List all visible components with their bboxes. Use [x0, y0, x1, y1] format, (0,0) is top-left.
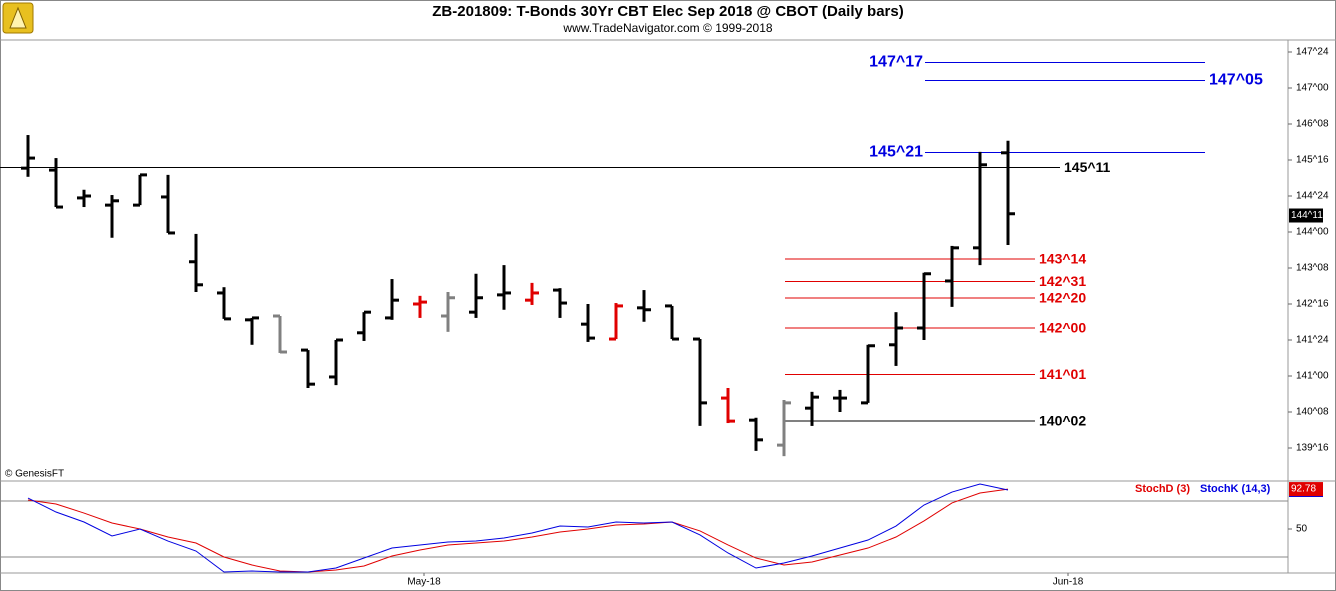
x-tick-label: May-18: [407, 577, 441, 588]
level-label: 143^14: [1039, 251, 1086, 267]
level-label: 142^31: [1039, 273, 1086, 289]
last-value-box: [1289, 482, 1323, 497]
last-price-label: 144^11: [1291, 210, 1323, 221]
y-tick-label: 147^00: [1296, 83, 1329, 94]
level-label: 140^02: [1039, 413, 1086, 429]
last-value-label: 92.78: [1291, 484, 1316, 495]
y-tick-label: 142^16: [1296, 299, 1329, 310]
y-tick-label: 144^00: [1296, 227, 1329, 238]
y-tick-label: 141^24: [1296, 335, 1329, 346]
y-tick-label: 50: [1296, 524, 1308, 535]
source-note: © GenesisFT: [5, 469, 64, 480]
y-tick-label: 145^16: [1296, 155, 1329, 166]
y-tick-label: 143^08: [1296, 263, 1329, 274]
logo: [2, 2, 34, 34]
y-tick-label: 146^08: [1296, 119, 1329, 130]
stoch-line: [27, 483, 1009, 573]
chart-title: ZB-201809: T-Bonds 30Yr CBT Elec Sep 201…: [432, 3, 903, 20]
level-label: 141^01: [1039, 366, 1086, 382]
y-tick-label: 144^24: [1296, 191, 1329, 202]
legend-entry: StochK (14,3): [1200, 483, 1271, 495]
x-tick-label: Jun-18: [1053, 577, 1084, 588]
y-tick-label: 139^16: [1296, 443, 1329, 454]
level-label: 145^11: [1064, 159, 1111, 175]
level-label: 142^20: [1039, 290, 1086, 306]
legend-entry: StochD (3): [1135, 483, 1190, 495]
level-label: 147^17: [869, 54, 923, 71]
level-label: 142^00: [1039, 320, 1086, 336]
level-label: 147^05: [1209, 72, 1263, 89]
y-tick-label: 141^00: [1296, 371, 1329, 382]
chart-subtitle: www.TradeNavigator.com © 1999-2018: [562, 21, 772, 35]
y-tick-label: 147^24: [1296, 47, 1329, 58]
level-label: 145^21: [869, 144, 923, 161]
y-tick-label: 140^08: [1296, 407, 1329, 418]
last-price-box: [1289, 208, 1323, 223]
stoch-line: [27, 488, 1009, 573]
